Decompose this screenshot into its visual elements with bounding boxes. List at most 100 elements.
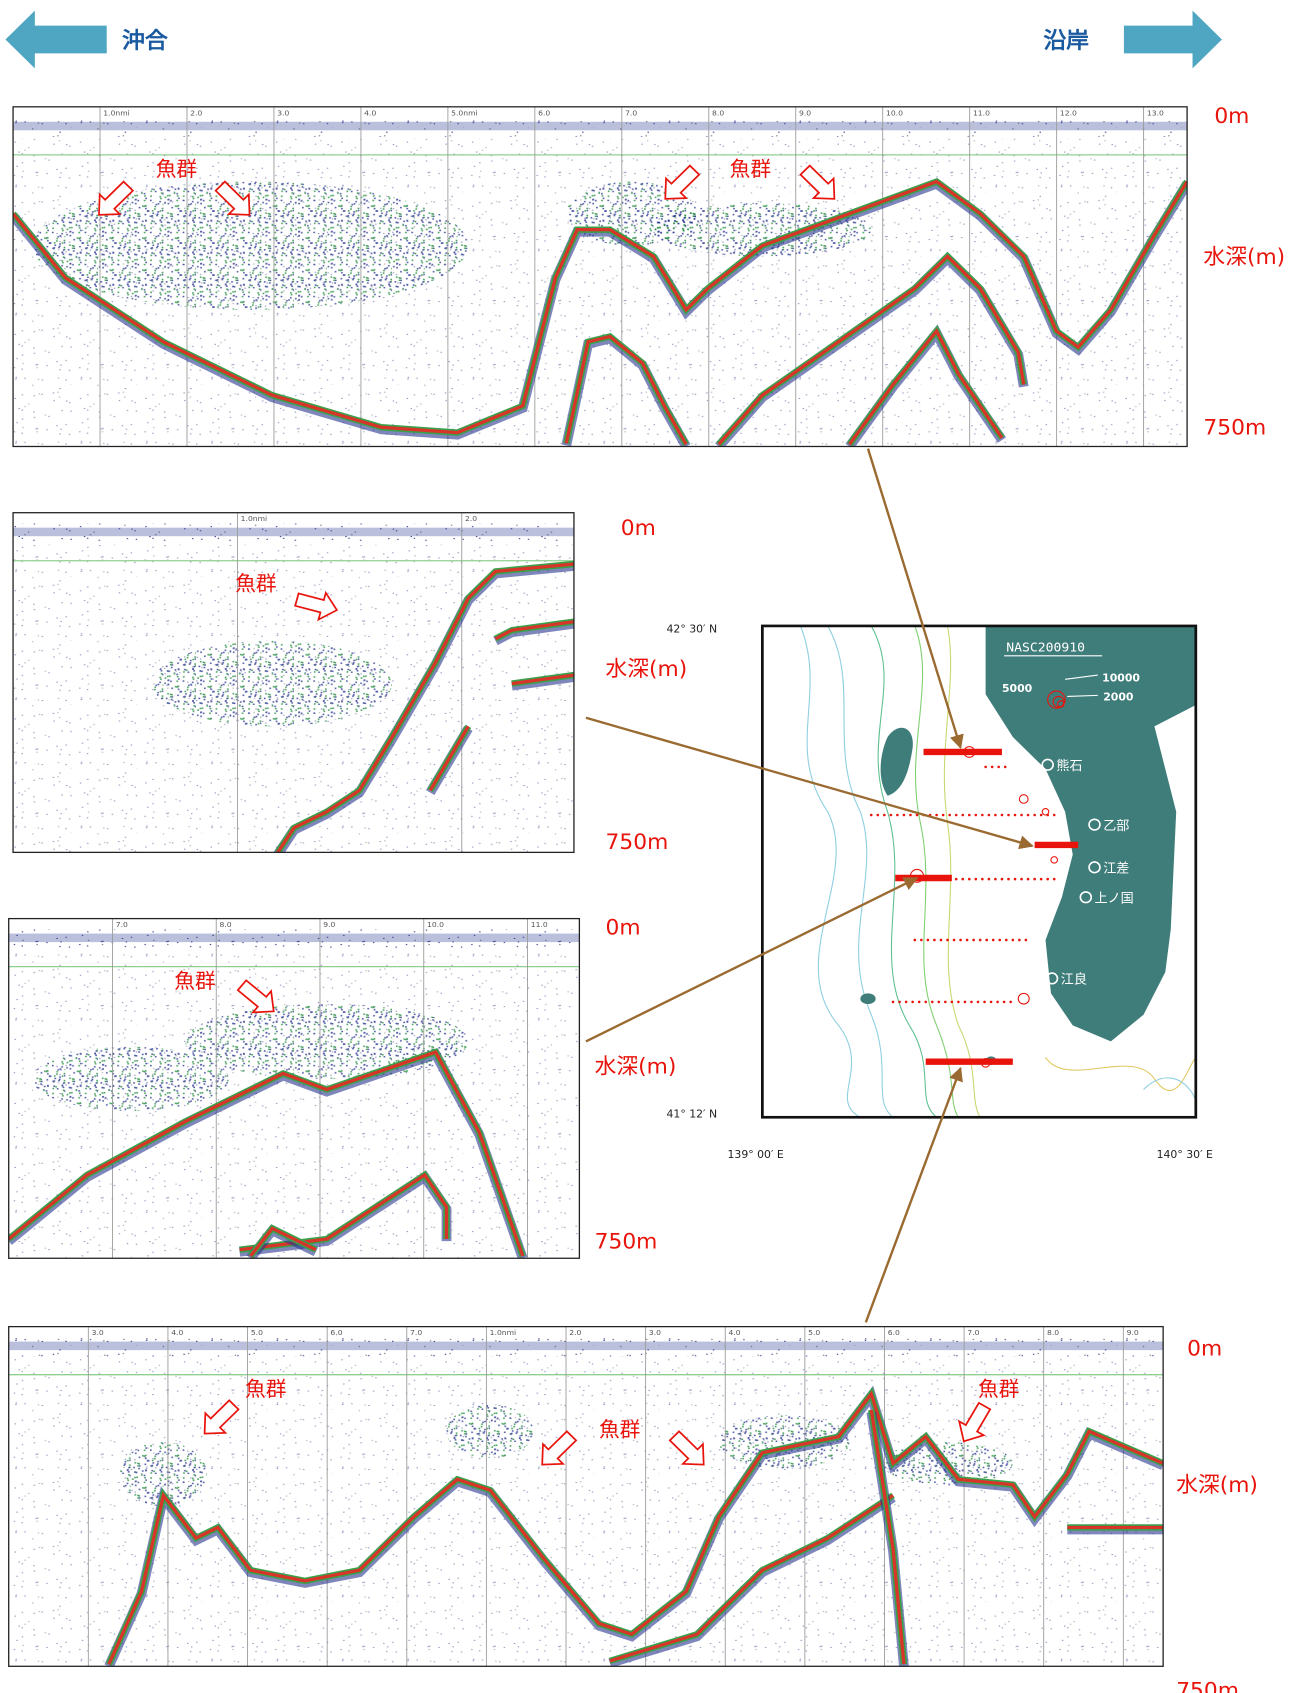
- distance-tick: 9.0: [1127, 1328, 1139, 1337]
- distance-tick: 4.0: [729, 1328, 741, 1337]
- coordinate-label: 139° 00′ E: [728, 1148, 784, 1161]
- map-title: NASC200910: [1006, 641, 1085, 656]
- survey-point: [1000, 877, 1004, 881]
- distance-tick: 7.0: [967, 1328, 979, 1337]
- distance-tick: 7.0: [410, 1328, 422, 1337]
- distance-tick: 3.0: [649, 1328, 661, 1337]
- survey-point: [997, 765, 1000, 769]
- survey-point: [902, 813, 906, 817]
- place-name: 江差: [1103, 862, 1129, 877]
- coordinate-label: 42° 30′ N: [667, 622, 718, 635]
- echogram-frame: [12, 512, 575, 854]
- echogram: 7.0 8.0 9.0 10.0 11.0 0m 水深(m) 750m 魚群: [8, 916, 676, 1259]
- survey-point: [896, 813, 899, 817]
- survey-point: [1046, 877, 1049, 881]
- bottom-echo-red: [276, 562, 574, 853]
- echogram-body: 1.0nmi 2.0: [13, 512, 574, 853]
- survey-point: [911, 1000, 914, 1004]
- survey-point: [920, 938, 923, 942]
- legend-value: 10000: [1102, 672, 1140, 685]
- depth-contour: [1045, 1057, 1197, 1091]
- nasc-circle: [1041, 808, 1050, 816]
- survey-point: [1009, 1000, 1012, 1004]
- coordinate-label: 140° 30′ E: [1157, 1148, 1213, 1161]
- link-arrow: [585, 876, 919, 1043]
- fish-school-label: 魚群: [174, 969, 215, 993]
- distance-tick: 1.0nmi: [241, 514, 267, 523]
- survey-point: [954, 877, 958, 881]
- echogram-body: 7.0 8.0 9.0 10.0 11.0: [8, 918, 580, 1259]
- distance-tick: 13.0: [1147, 108, 1164, 117]
- fish-school-label: 魚群: [245, 1377, 286, 1401]
- survey-point: [891, 1000, 895, 1004]
- survey-point: [883, 813, 886, 817]
- survey-point: [1052, 877, 1056, 881]
- echogram: 3.0 4.0 5.0 6.0 7.0 1.0nmi 2.0 3.0 4.0 5.0 6.0 7.0 8…: [8, 1325, 1258, 1693]
- distance-tick: 8.0: [712, 108, 724, 117]
- distance-tick: 6.0: [330, 1328, 342, 1337]
- distance-tick: 6.0: [538, 108, 550, 117]
- surface-band: [13, 117, 1188, 137]
- survey-point: [985, 938, 989, 942]
- bottom-echo-red: [494, 620, 574, 641]
- fish-school: [119, 1441, 207, 1507]
- distance-tick: 12.0: [1060, 108, 1077, 117]
- fish-school-arrow: [294, 590, 339, 622]
- echogram-body: 1.0nmi 2.0 3.0 4.0 5.0nmi 6.0 7.0 8.0 9.0 10.0 11.…: [13, 106, 1188, 447]
- distance-tick: 2.0: [190, 108, 202, 117]
- survey-point: [909, 813, 912, 817]
- offshore-label: 沖合: [122, 28, 168, 54]
- distance-tick: 10.0: [886, 108, 903, 117]
- island: [880, 727, 913, 796]
- survey-point: [959, 938, 962, 942]
- depth-contour: [870, 625, 937, 1118]
- survey-point: [1004, 938, 1008, 942]
- coast-label: 沿岸: [1043, 28, 1089, 54]
- survey-point: [941, 813, 945, 817]
- distance-tick: 5.0nmi: [451, 108, 477, 117]
- legend-value: 2000: [1103, 691, 1133, 704]
- survey-point: [898, 1000, 901, 1004]
- legend-value: 5000: [1002, 682, 1032, 695]
- bottom-echo-red: [8, 1050, 525, 1257]
- islet: [860, 993, 876, 1005]
- place-name: 乙部: [1103, 819, 1129, 834]
- place-name: 江良: [1061, 972, 1087, 988]
- depth-top: 0m: [606, 916, 641, 941]
- distance-tick: 8.0: [1047, 1328, 1059, 1337]
- survey-point: [957, 1000, 960, 1004]
- depth-contour: [1143, 1077, 1197, 1101]
- fish-school: [185, 1004, 469, 1079]
- surface-band: [13, 523, 574, 543]
- offshore-arrow: [5, 10, 107, 69]
- survey-point: [876, 813, 880, 817]
- survey-point: [967, 813, 971, 817]
- survey-point: [933, 938, 936, 942]
- distance-tick: 10.0: [427, 920, 444, 929]
- survey-point: [974, 813, 978, 817]
- bottom-echo-red: [609, 1494, 894, 1663]
- fish-school-arrow: [236, 979, 275, 1014]
- distance-tick: 7.0: [116, 920, 128, 929]
- place-marker: [1088, 818, 1101, 831]
- echogram: 1.0nmi 2.0 0m 水深(m) 750m 魚群: [12, 512, 687, 855]
- echogram-noise: [8, 1358, 1164, 1667]
- survey-point: [994, 877, 997, 881]
- fish-school-arrow: [668, 1430, 705, 1466]
- fish-school-label: 魚群: [156, 157, 197, 181]
- survey-point: [983, 1000, 986, 1004]
- survey-point: [961, 877, 965, 881]
- survey-point: [961, 813, 965, 817]
- survey-point: [935, 813, 938, 817]
- fish-school-label: 魚群: [235, 572, 276, 596]
- fish-school-arrow: [664, 164, 701, 200]
- depth-label: 水深(m): [1203, 245, 1285, 270]
- survey-point: [981, 877, 984, 881]
- depth-bottom: 750m: [1203, 416, 1266, 441]
- distance-tick: 1.0nmi: [103, 108, 129, 117]
- distance-tick: 2.0: [465, 514, 477, 523]
- survey-point: [937, 1000, 941, 1004]
- survey-point: [924, 1000, 928, 1004]
- nasc-circle: [1017, 992, 1030, 1005]
